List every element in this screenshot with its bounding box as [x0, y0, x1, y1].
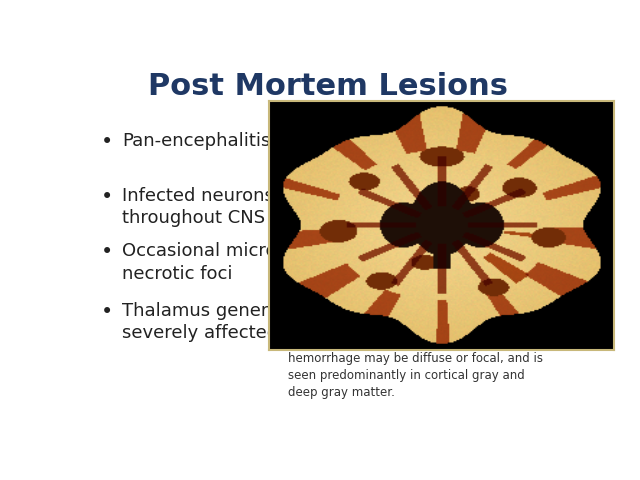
Text: •: •	[101, 187, 113, 207]
Text: Occasional microscopic
necrotic foci: Occasional microscopic necrotic foci	[122, 242, 333, 283]
Text: Pan-encephalitis: Pan-encephalitis	[122, 132, 271, 150]
Text: The perivascular congestion and
hemorrhage may be diffuse or focal, and is
seen : The perivascular congestion and hemorrha…	[288, 335, 543, 399]
Text: •: •	[101, 242, 113, 263]
Text: •: •	[101, 132, 113, 152]
Text: Post Mortem Lesions: Post Mortem Lesions	[148, 72, 508, 101]
Text: •: •	[101, 301, 113, 322]
Text: Infected neurons
throughout CNS: Infected neurons throughout CNS	[122, 187, 274, 227]
Text: Thalamus generally
severely affected: Thalamus generally severely affected	[122, 301, 301, 342]
